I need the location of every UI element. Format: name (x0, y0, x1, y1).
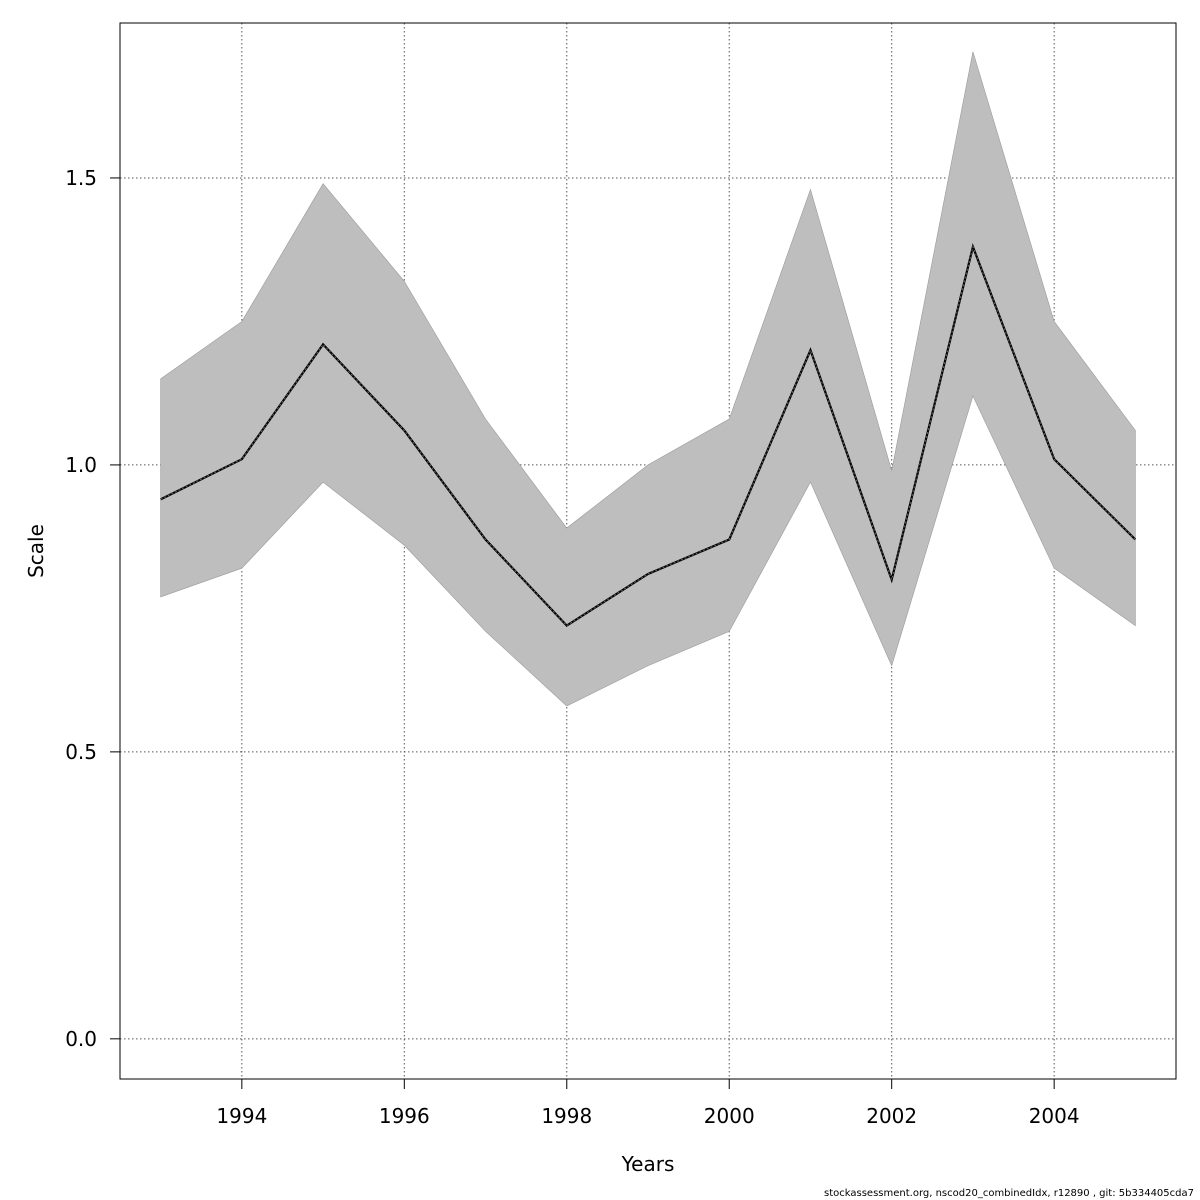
x-tick-label: 2000 (704, 1104, 755, 1128)
x-tick-label: 2002 (866, 1104, 917, 1128)
confidence-band (160, 51, 1136, 707)
x-axis: 1994 1996 1998 2000 2002 2004 (216, 1079, 1080, 1128)
y-tick-label: 1.5 (65, 166, 97, 190)
estimate-line-overlay (160, 245, 1136, 627)
x-tick-label: 1994 (216, 1104, 267, 1128)
y-axis: 0.0 0.5 1.0 1.5 (65, 166, 120, 1051)
y-tick-label: 1.0 (65, 453, 97, 477)
x-axis-title: Years (621, 1152, 675, 1176)
y-axis-title: Scale (24, 524, 48, 578)
x-tick-label: 2004 (1029, 1104, 1080, 1128)
plot-frame (119, 22, 1177, 1080)
footer-note: stockassessment.org, nscod20_combinedIdx… (824, 1188, 1194, 1199)
x-tick-label: 1998 (541, 1104, 592, 1128)
y-tick-label: 0.0 (65, 1027, 97, 1051)
y-tick-label: 0.5 (65, 740, 97, 764)
x-tick-label: 1996 (379, 1104, 430, 1128)
